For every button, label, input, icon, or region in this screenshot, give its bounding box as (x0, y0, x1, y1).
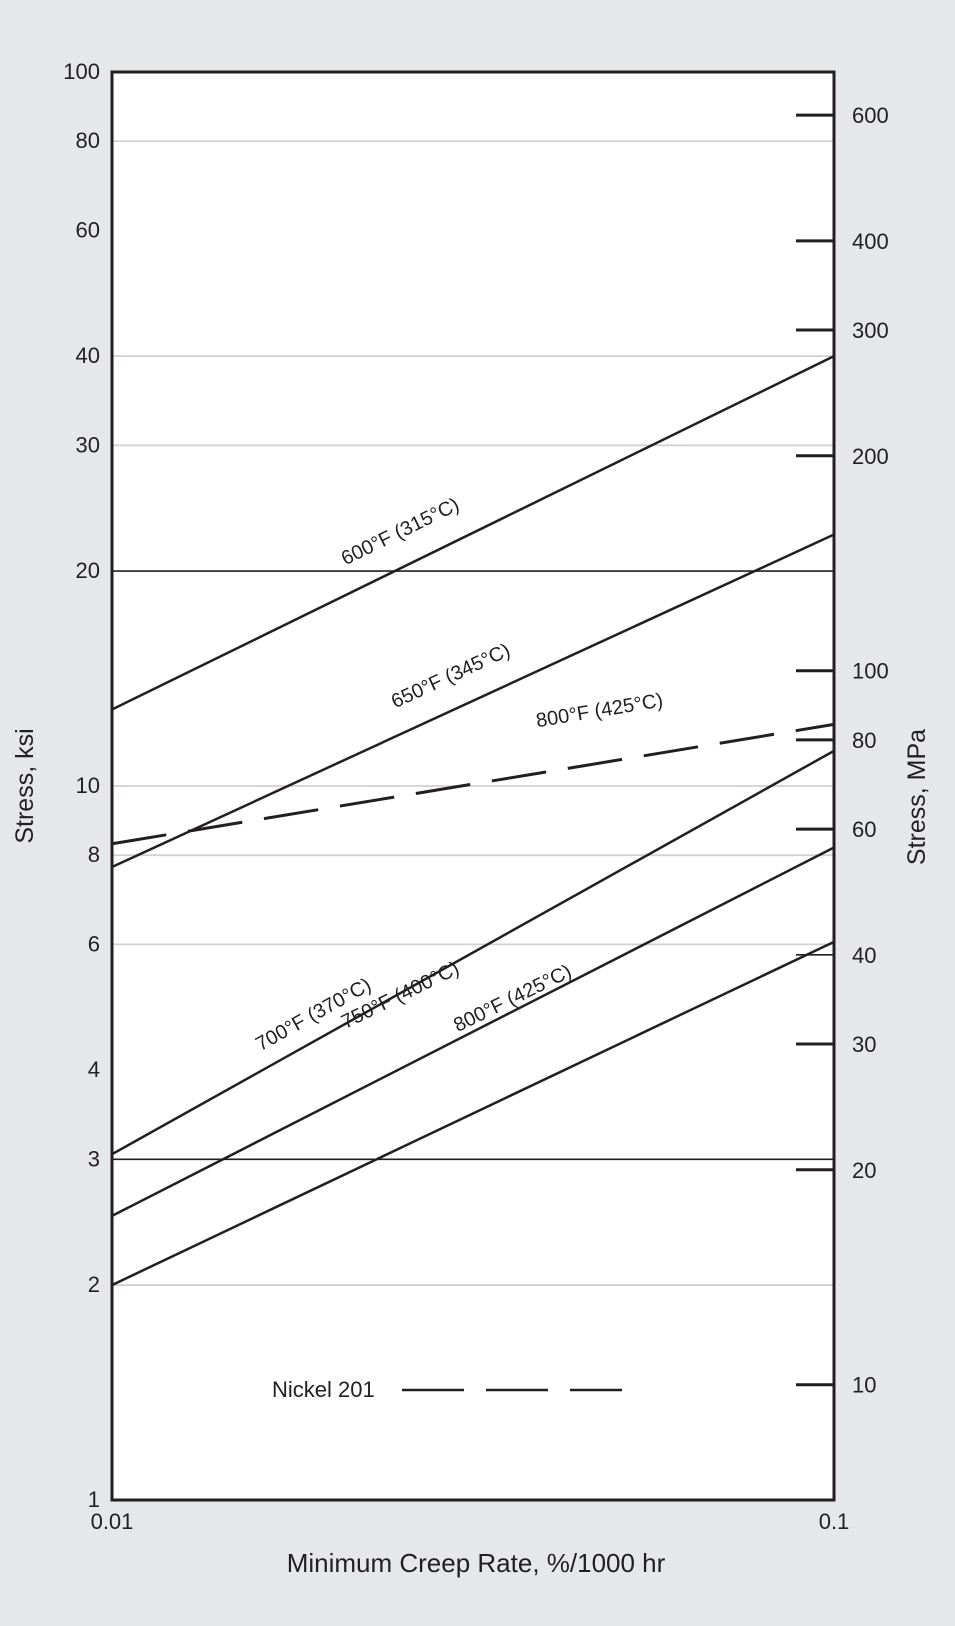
x-axis-ticks: 0.01 0.1 (91, 1509, 850, 1534)
gridlines (112, 140, 834, 1286)
y-right-tick-label: 20 (852, 1158, 876, 1183)
legend-label: Nickel 201 (272, 1377, 375, 1402)
y-tick-label: 100 (63, 59, 100, 84)
y-tick-label: 80 (76, 128, 100, 153)
x-tick-label: 0.1 (819, 1509, 850, 1534)
y-tick-label: 8 (88, 842, 100, 867)
y-axis-title-right: Stress, MPa (903, 729, 931, 865)
y-right-tick-label: 30 (852, 1032, 876, 1057)
y-tick-label: 4 (88, 1057, 100, 1082)
y-tick-label: 60 (76, 217, 100, 242)
y-right-tick-label: 80 (852, 728, 876, 753)
series-lines (111, 355, 835, 1287)
y-right-tick-label: 60 (852, 817, 876, 842)
series-line-4 (111, 846, 835, 1217)
y-tick-label: 30 (76, 432, 100, 457)
y-right-tick-label: 10 (852, 1373, 876, 1398)
y-right-tick-label: 400 (852, 229, 889, 254)
y-right-tick-label: 100 (852, 659, 889, 684)
y-right-tick-label: 40 (852, 943, 876, 968)
y-right-tick-label: 600 (852, 103, 889, 128)
x-tick-label: 0.01 (91, 1509, 134, 1534)
y-right-tick-label: 200 (852, 444, 889, 469)
y-right-tick-label: 300 (852, 318, 889, 343)
left-axis-ticks: 1 2 3 4 6 8 10 20 30 40 60 80 100 (63, 59, 100, 1512)
series-line-1 (111, 533, 835, 869)
y-axis-title-left: Stress, ksi (11, 728, 39, 843)
y-tick-label: 1 (88, 1487, 100, 1512)
right-axis-ticks: 10 20 30 40 60 80 100 200 300 400 600 (796, 103, 889, 1398)
y-tick-label: 20 (76, 558, 100, 583)
y-tick-label: 2 (88, 1272, 100, 1297)
x-axis-title: Minimum Creep Rate, %/1000 hr (287, 1548, 666, 1578)
series-line-2 (111, 722, 835, 846)
series-line-0 (111, 355, 835, 711)
y-tick-label: 40 (76, 343, 100, 368)
series-line-5 (111, 940, 835, 1287)
y-tick-label: 3 (88, 1146, 100, 1171)
y-tick-label: 10 (76, 773, 100, 798)
plot-frame (110, 70, 836, 1502)
series-line-3 (111, 749, 835, 1156)
y-tick-label: 6 (88, 931, 100, 956)
legend: Nickel 201 (272, 1377, 622, 1402)
